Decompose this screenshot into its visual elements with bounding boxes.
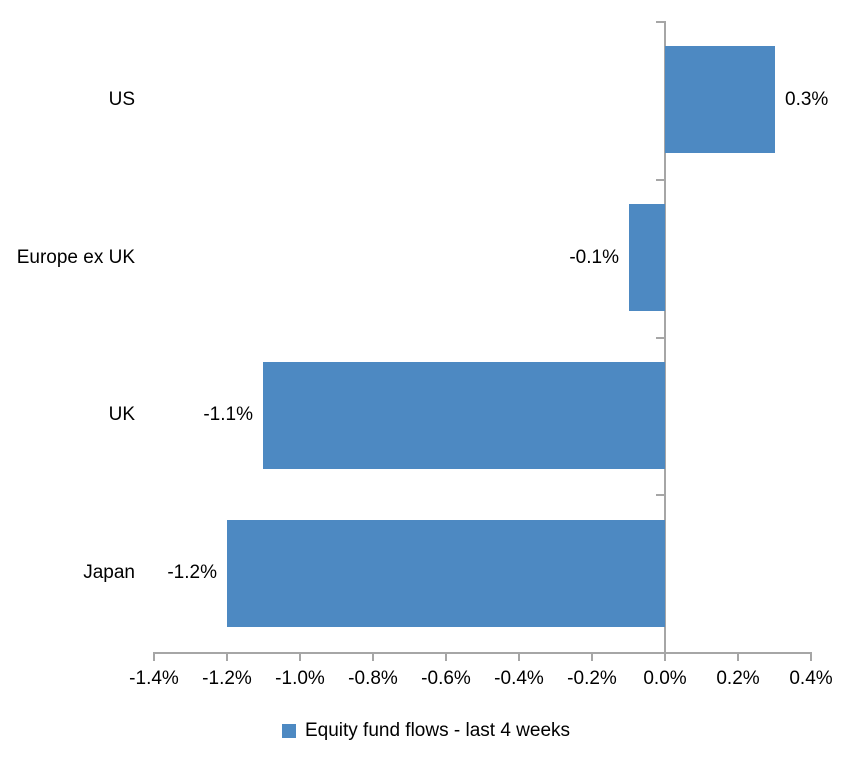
- category-label: Europe ex UK: [16, 247, 135, 268]
- x-axis-tick: [591, 652, 593, 661]
- bar-japan: [227, 520, 665, 627]
- category-label: US: [108, 89, 135, 110]
- x-axis-tick: [810, 652, 812, 661]
- category-axis-tick: [656, 179, 664, 181]
- x-axis-tick: [664, 652, 666, 661]
- category-label: Japan: [83, 562, 135, 583]
- x-tick-label: -1.0%: [275, 668, 325, 689]
- x-axis-line: [153, 652, 812, 654]
- x-tick-label: -0.2%: [567, 668, 617, 689]
- x-axis-tick: [299, 652, 301, 661]
- x-tick-label: -0.8%: [348, 668, 398, 689]
- bar-europe-ex-uk: [629, 204, 665, 311]
- category-label: UK: [108, 404, 135, 425]
- value-label: -1.2%: [167, 562, 217, 583]
- value-label: -1.1%: [203, 404, 253, 425]
- bar-uk: [263, 362, 665, 469]
- x-axis-tick: [153, 652, 155, 661]
- x-tick-label: -1.2%: [202, 668, 252, 689]
- x-axis-tick: [737, 652, 739, 661]
- bar-us: [665, 46, 775, 153]
- value-label: -0.1%: [569, 247, 619, 268]
- x-tick-label: -0.4%: [494, 668, 544, 689]
- x-tick-label: 0.4%: [789, 668, 833, 689]
- x-tick-label: 0.0%: [643, 668, 687, 689]
- x-tick-label: 0.2%: [716, 668, 760, 689]
- x-axis-tick: [372, 652, 374, 661]
- x-tick-label: -0.6%: [421, 668, 471, 689]
- zero-axis-line: [664, 21, 666, 654]
- x-axis-tick: [226, 652, 228, 661]
- x-axis-tick: [445, 652, 447, 661]
- legend-swatch: [281, 724, 296, 738]
- value-label: 0.3%: [785, 89, 829, 110]
- category-axis-tick: [656, 21, 664, 23]
- category-axis-tick: [656, 652, 664, 654]
- category-axis-tick: [656, 494, 664, 496]
- category-axis-tick: [656, 337, 664, 339]
- legend-label: Equity fund flows - last 4 weeks: [304, 720, 571, 741]
- x-axis-tick: [518, 652, 520, 661]
- x-tick-label: -1.4%: [129, 668, 179, 689]
- legend: Equity fund flows - last 4 weeks: [0, 720, 852, 742]
